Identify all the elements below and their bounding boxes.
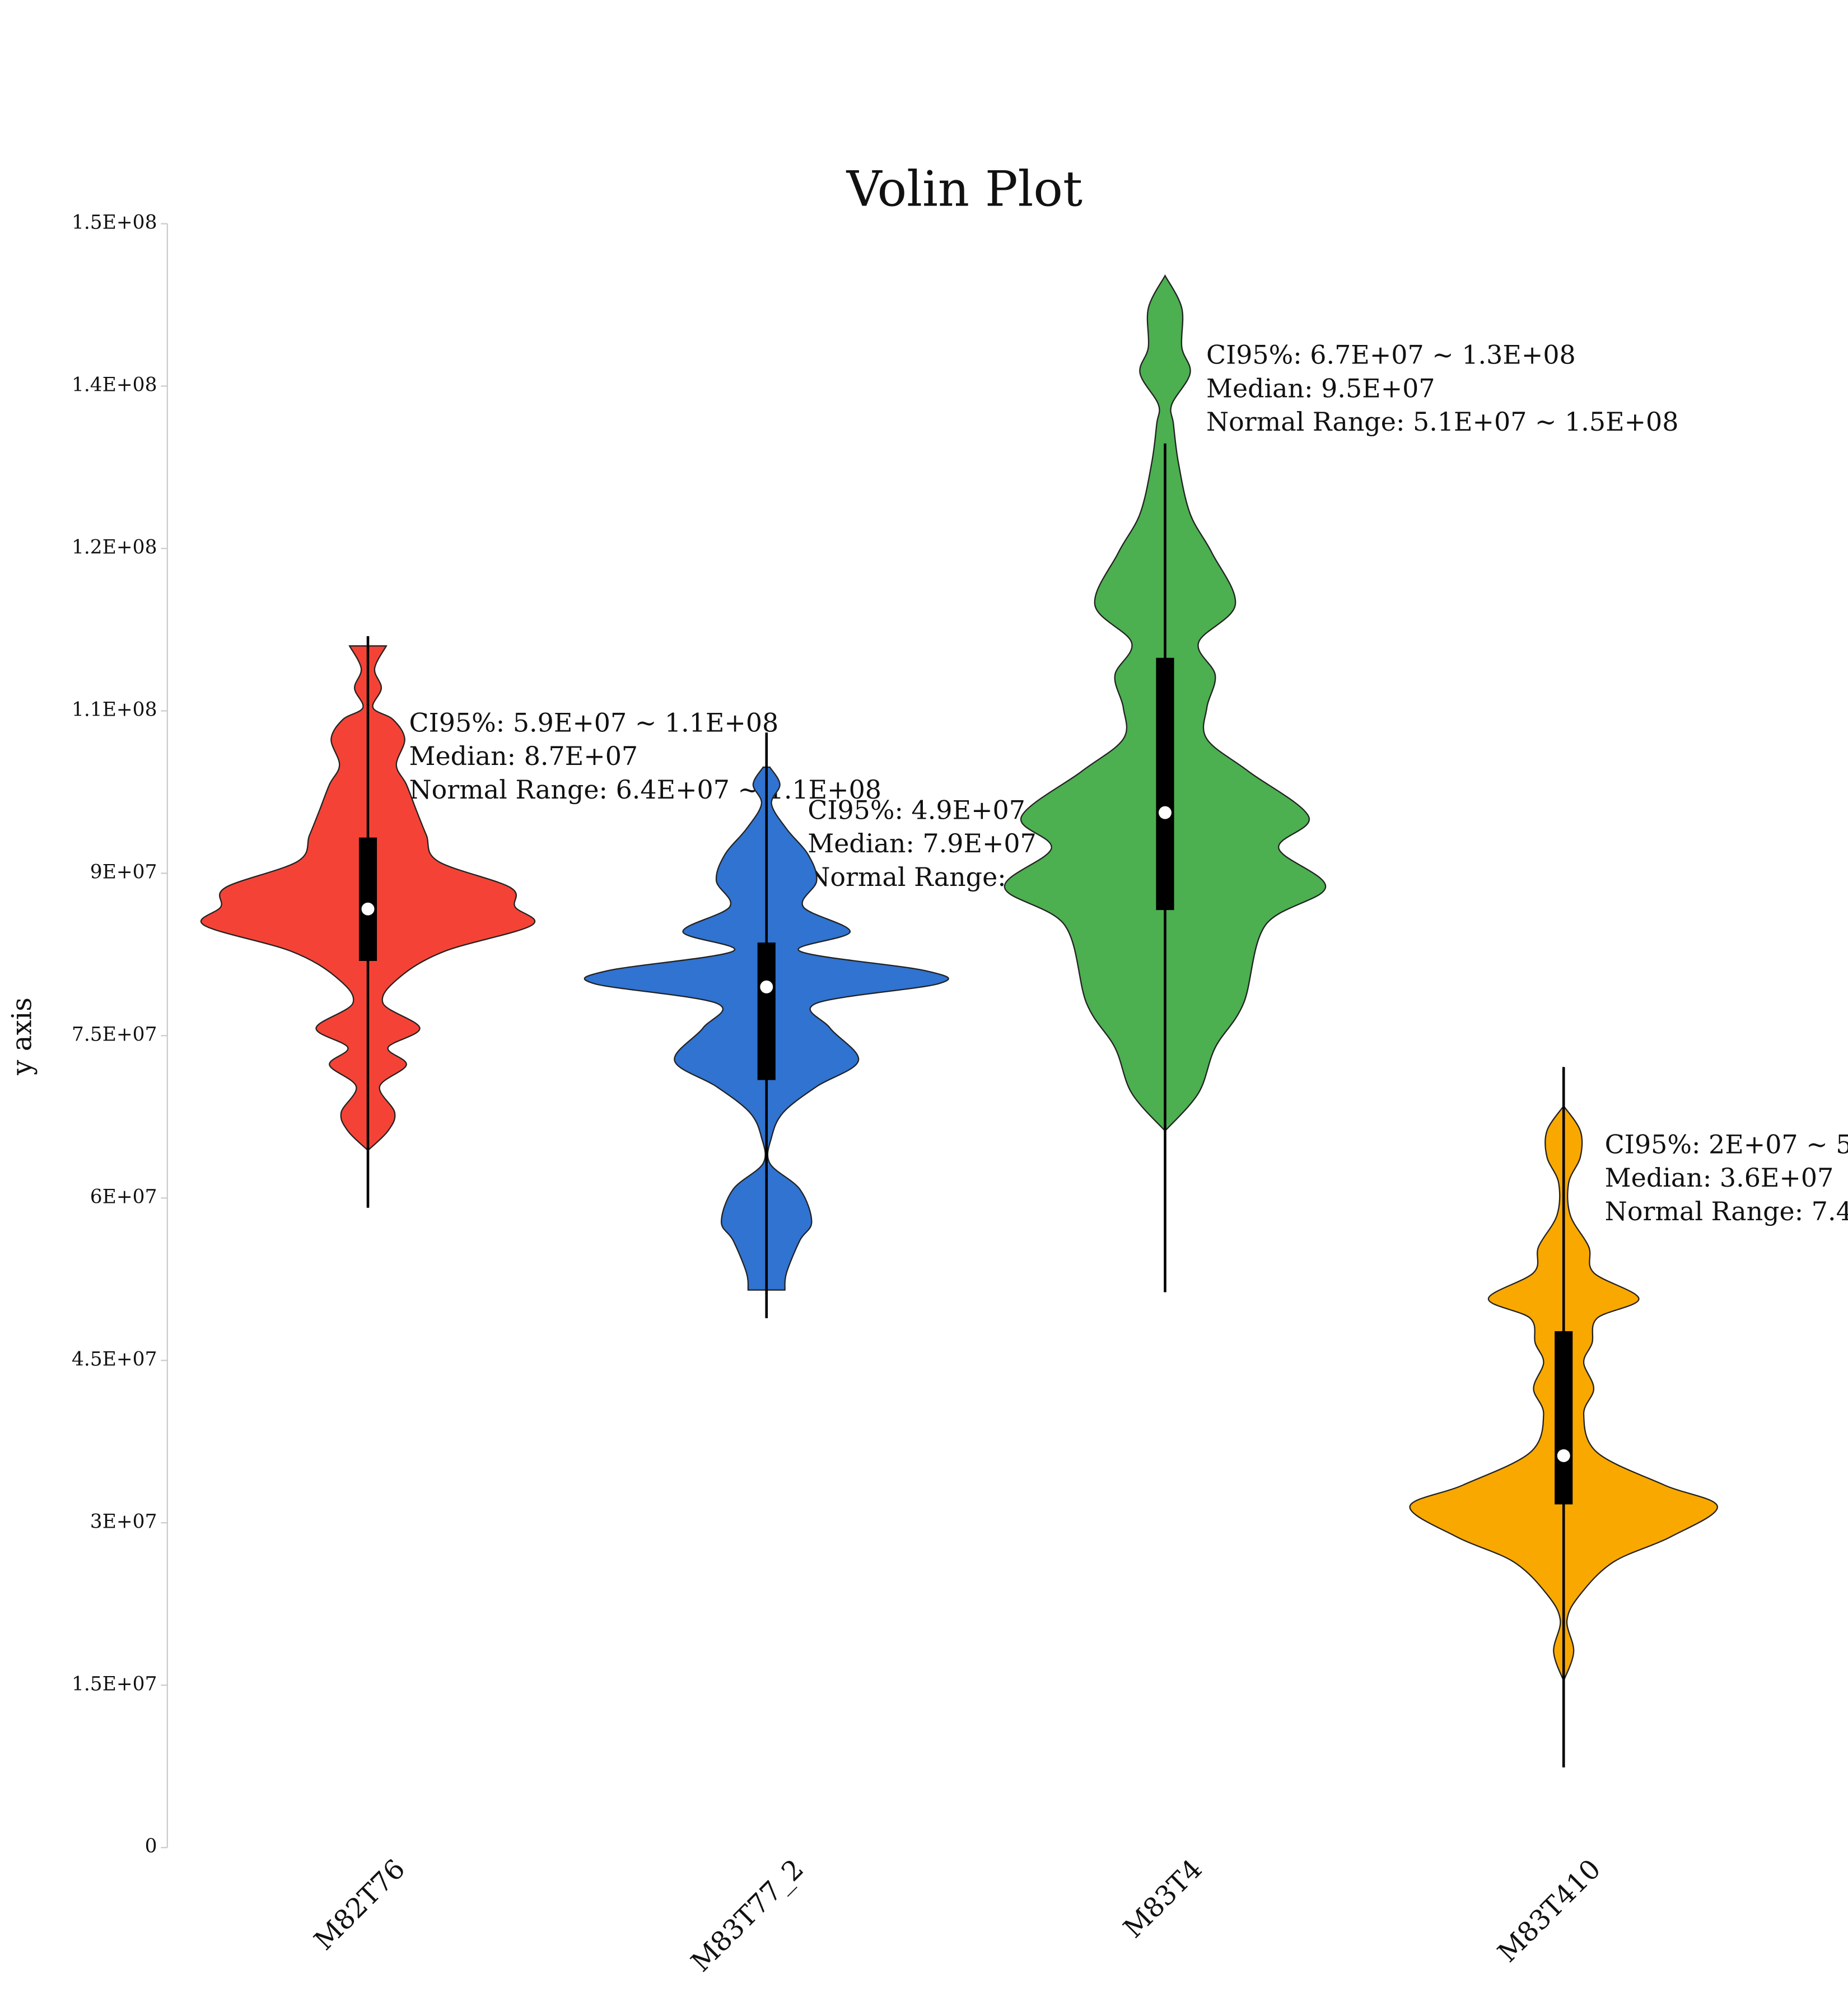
chart-title: Volin Plot bbox=[846, 160, 1082, 217]
y-axis-label: y axis bbox=[6, 997, 38, 1076]
annotation: CI95%: 5.9E+07 ~ 1.1E+08 bbox=[409, 707, 778, 738]
y-tick-label: 1.4E+08 bbox=[72, 374, 157, 396]
y-tick-label: 9E+07 bbox=[90, 861, 157, 883]
y-tick-label: 1.2E+08 bbox=[72, 536, 157, 558]
annotation: Normal Range: 5.1E+07 ~ 1.5E+08 bbox=[1206, 407, 1679, 437]
annotation: CI95%: 2E+07 ~ 5 bbox=[1605, 1129, 1848, 1159]
annotation: Median: 8.7E+07 bbox=[409, 741, 638, 771]
y-tick-label: 7.5E+07 bbox=[72, 1023, 157, 1046]
annotation: CI95%: 4.9E+07 bbox=[808, 795, 1025, 825]
annotation: Normal Range: 7.4 bbox=[1605, 1196, 1848, 1226]
annotation: Median: 3.6E+07 bbox=[1605, 1163, 1834, 1193]
y-tick-label: 1.1E+08 bbox=[72, 698, 157, 721]
x-tick-label: M82T76 bbox=[308, 1853, 411, 1956]
y-tick-label: 4.5E+07 bbox=[72, 1348, 157, 1370]
box bbox=[1555, 1331, 1573, 1505]
annotation: CI95%: 6.7E+07 ~ 1.3E+08 bbox=[1206, 340, 1576, 370]
x-tick-label: M83T4 bbox=[1118, 1853, 1208, 1944]
y-tick-label: 3E+07 bbox=[90, 1510, 157, 1533]
median bbox=[1557, 1449, 1570, 1462]
y-tick-label: 0 bbox=[145, 1835, 157, 1858]
x-tick-label: M83T77_2 bbox=[685, 1853, 810, 1978]
annotation: Median: 7.9E+07 bbox=[808, 828, 1037, 858]
median bbox=[1159, 806, 1172, 819]
annotation: Normal Range: bbox=[808, 862, 1006, 892]
annotation: Normal Range: 6.4E+07 ~ 1.1E+08 bbox=[409, 774, 881, 805]
box bbox=[358, 837, 377, 961]
x-tick-label: M83T410 bbox=[1492, 1853, 1607, 1968]
y-tick-label: 1.5E+07 bbox=[72, 1673, 157, 1695]
median bbox=[361, 902, 375, 916]
box bbox=[1156, 657, 1174, 911]
y-tick-label: 1.5E+08 bbox=[72, 211, 157, 234]
box bbox=[757, 942, 776, 1080]
y-tick-label: 6E+07 bbox=[90, 1186, 157, 1208]
annotation: Median: 9.5E+07 bbox=[1206, 373, 1435, 403]
median bbox=[760, 980, 773, 993]
